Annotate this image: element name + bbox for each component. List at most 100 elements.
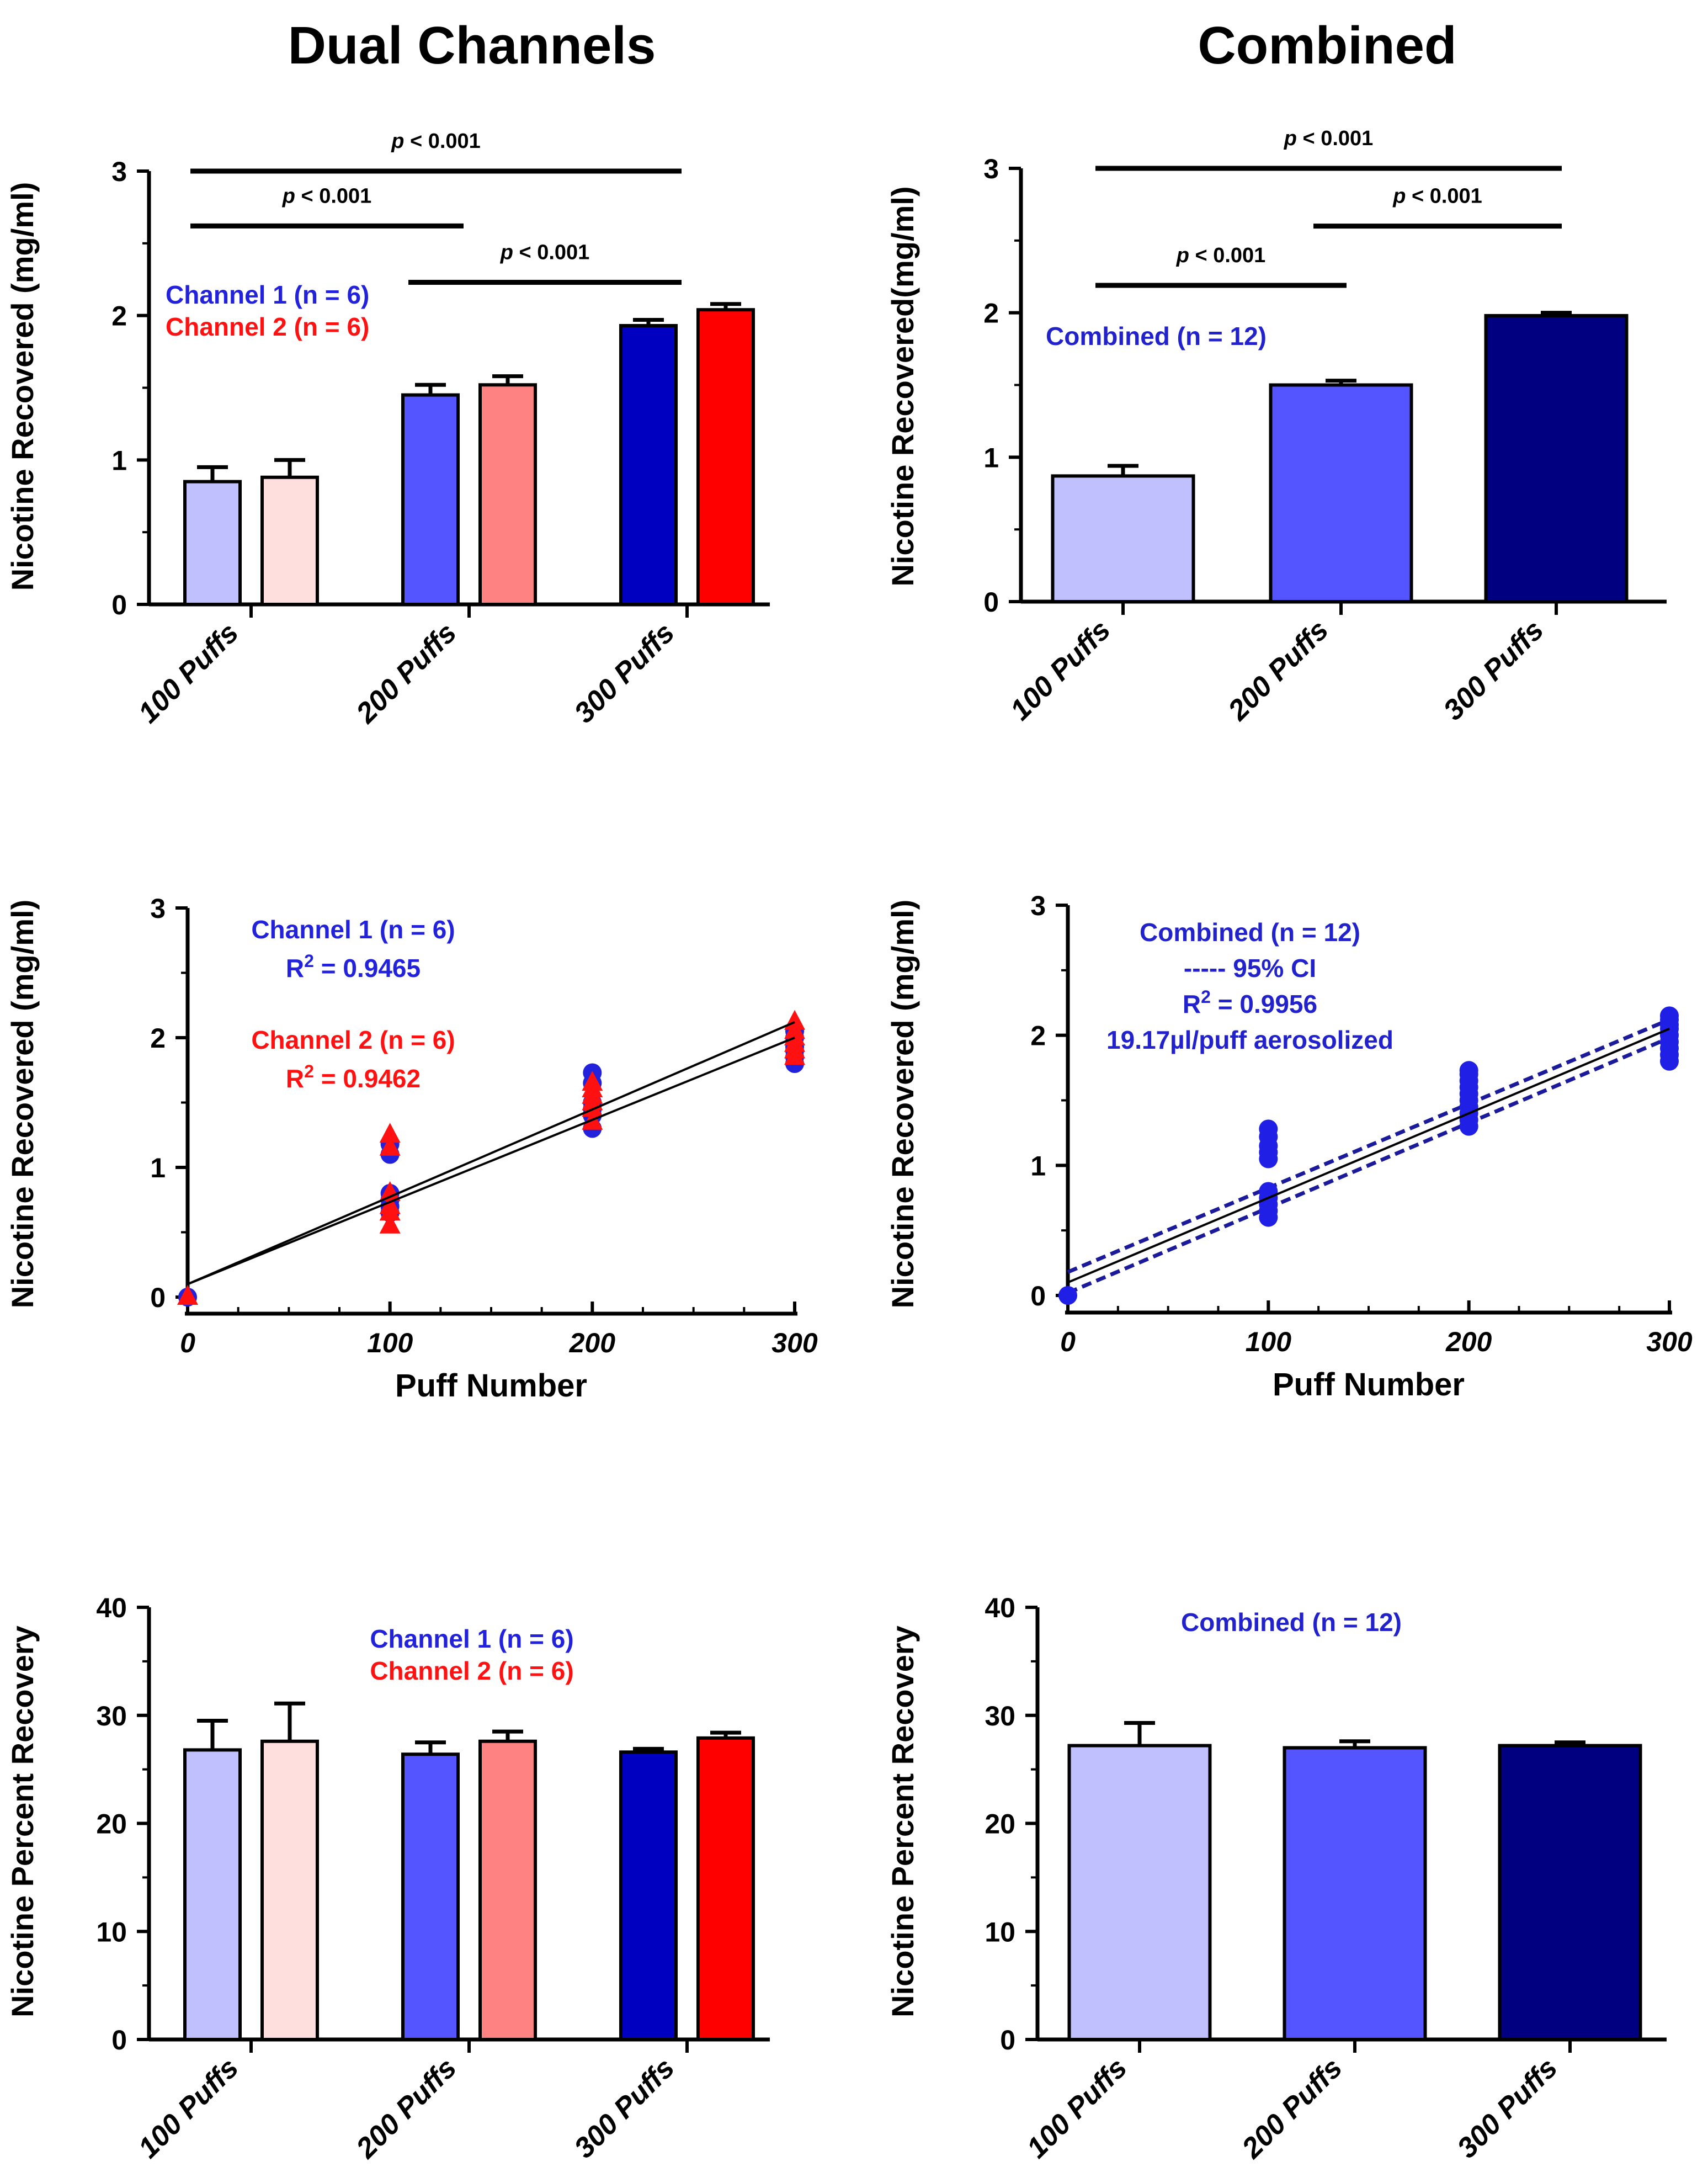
comb_scatter-x-axis-label: Puff Number [1273, 1367, 1465, 1403]
dual_scatter-point-triangle [379, 1213, 401, 1234]
dual_scatter-point-triangle [379, 1181, 401, 1201]
dual_bar_pct-x-tick-label: 100 Puffs [132, 2052, 245, 2164]
comb_bar_pct-y-axis-label: Nicotine Percent Recovery [885, 1626, 920, 2017]
comb_scatter-x-tick-label: 100 [1246, 1326, 1292, 1357]
dual_bar_pct-bar [478, 1739, 537, 2041]
dual_scatter-y-tick-label: 1 [150, 1152, 166, 1183]
comb-scatter-annotation-line: ----- 95% CI [1184, 954, 1316, 982]
comb_bar_pct-x-tick-label: 300 Puffs [1451, 2052, 1564, 2164]
dual_scatter-point-triangle [379, 1123, 401, 1143]
dual-scatter-annotation-line: Channel 1 (n = 6) [251, 915, 455, 944]
dual_bar_pct-bar [183, 1748, 242, 2041]
dual_scatter-point-triangle [582, 1071, 603, 1091]
comb_bar_pct-x-tick-label: 100 Puffs [1021, 2052, 1134, 2164]
dual_scatter-x-tick-label: 100 [367, 1327, 413, 1358]
comb_bar_conc-x-tick-label: 300 Puffs [1438, 614, 1550, 726]
comb_bar_conc-p-value-label: p < 0.001 [1392, 185, 1482, 208]
comb_bar_pct-bar [1283, 1746, 1427, 2042]
dual_scatter-x-tick-label: 0 [180, 1327, 195, 1358]
dual_bar_pct-y-tick-label: 20 [96, 1809, 127, 1840]
dual_bar_conc-x-tick-label: 100 Puffs [132, 617, 245, 729]
dual_bar_pct-y-tick-label: 40 [96, 1592, 127, 1623]
comb_bar_conc-p-value-label: p < 0.001 [1176, 244, 1266, 267]
dual-bar-pct-legend-item: Channel 1 (n = 6) [370, 1624, 573, 1653]
dual_scatter-y-tick-label: 0 [150, 1282, 166, 1313]
dual-scatter-r2-label: R2 = 0.9465 [286, 951, 421, 982]
dual_bar_pct-bar [260, 1739, 319, 2041]
comb_scatter-y-tick-label: 3 [1030, 890, 1046, 921]
comb-bar-pct-legend-item: Combined (n = 12) [1181, 1608, 1402, 1637]
comb_bar_conc-y-tick-label: 1 [983, 442, 999, 473]
comb_bar_pct-y-tick-label: 0 [1000, 2025, 1015, 2055]
comb_scatter-point-circle [1459, 1061, 1478, 1080]
dual_bar_pct-x-tick-label: 300 Puffs [568, 2052, 681, 2164]
comb_bar_conc-p-value-label: p < 0.001 [1284, 127, 1374, 150]
dual_scatter-point-triangle [379, 1135, 401, 1156]
dual_scatter-y-tick-label: 2 [150, 1023, 166, 1054]
dual_scatter-y-axis-label: Nicotine Recovered (mg/ml) [5, 900, 40, 1309]
dual_bar_pct-bar [401, 1752, 460, 2041]
comb-scatter-r2-label: R2 = 0.9956 [1183, 987, 1317, 1018]
comb_scatter-x-tick-label: 0 [1060, 1326, 1076, 1357]
dual_scatter-y-tick-label: 3 [150, 893, 166, 924]
dual-bar-conc-legend-item: Channel 2 (n = 6) [166, 312, 369, 341]
dual_bar_conc-bar [183, 480, 242, 606]
comb_scatter-x-tick-label: 200 [1445, 1326, 1492, 1357]
dual_bar_conc-x-tick-label: 300 Puffs [568, 617, 681, 729]
dual_bar_conc-x-tick-label: 200 Puffs [350, 617, 463, 730]
dual_bar_pct-y-axis-label: Nicotine Percent Recovery [5, 1626, 40, 2017]
comb_bar_conc-bar [1051, 474, 1195, 603]
dual_bar_pct-y-tick-label: 0 [111, 2025, 127, 2055]
dual_bar_conc-p-value-label: p < 0.001 [391, 130, 481, 153]
dual_bar_conc-y-axis-label: Nicotine Recovered (mg/ml) [5, 182, 40, 591]
comb-scatter-annotation-line: 19.17µl/puff aerosolized [1106, 1026, 1393, 1054]
comb_scatter-y-axis-label: Nicotine Recovered (mg/ml) [885, 900, 920, 1309]
comb_scatter-y-tick-label: 2 [1030, 1021, 1046, 1051]
dual_bar_conc-bar [478, 383, 537, 606]
comb_bar_pct-bar [1067, 1744, 1212, 2042]
dual_bar_conc-bar [401, 393, 460, 606]
dual_bar_pct-bar [619, 1750, 678, 2041]
comb_bar_conc-y-tick-label: 2 [983, 298, 999, 329]
dual_bar_conc-p-value-label: p < 0.001 [500, 241, 590, 264]
dual_scatter-x-axis-label: Puff Number [395, 1368, 587, 1404]
comb_bar_conc-x-tick-label: 100 Puffs [1004, 614, 1117, 726]
dual_scatter-point-triangle [784, 1010, 805, 1030]
comb_bar_pct-y-tick-label: 10 [985, 1916, 1015, 1947]
dual_scatter-fit-line [187, 1037, 795, 1286]
comb-bar-conc-legend-item: Combined (n = 12) [1046, 322, 1267, 350]
comb_scatter-x-tick-label: 300 [1646, 1326, 1693, 1357]
comb_scatter-ci-lower-line [1067, 1036, 1670, 1295]
comb_bar_conc-y-tick-label: 3 [983, 153, 999, 184]
dual_scatter-fit-line [187, 1021, 795, 1286]
dual_bar_conc-bar [696, 308, 755, 606]
comb_bar_pct-y-tick-label: 40 [985, 1592, 1015, 1623]
comb_bar_conc-bar [1269, 383, 1413, 603]
comb_bar_pct-x-tick-label: 200 Puffs [1236, 2052, 1349, 2165]
dual_bar_conc-p-value-label: p < 0.001 [282, 184, 372, 208]
dual_scatter-point-triangle [177, 1285, 198, 1305]
dual_bar_conc-y-tick-label: 2 [111, 301, 127, 332]
dual-bar-conc-legend-item: Channel 1 (n = 6) [166, 280, 369, 309]
dual_bar_conc-y-tick-label: 1 [111, 445, 127, 476]
comb_bar_conc-y-tick-label: 0 [983, 587, 999, 618]
comb_scatter-ci-upper-line [1067, 1018, 1670, 1274]
comb-scatter-annotation-line: Combined (n = 12) [1140, 918, 1360, 947]
dual-bar-pct-legend-item: Channel 2 (n = 6) [370, 1656, 573, 1685]
dual_bar_conc-bar [260, 475, 319, 606]
dual_bar_pct-y-tick-label: 10 [96, 1916, 127, 1947]
comb_scatter-y-tick-label: 1 [1030, 1150, 1046, 1181]
comb_scatter-point-circle [1660, 1006, 1679, 1026]
dual_bar_conc-y-tick-label: 0 [111, 589, 127, 620]
comb_bar_conc-y-axis-label: Nicotine Recovered(mg/ml) [885, 186, 920, 586]
dual_bar_pct-x-tick-label: 200 Puffs [350, 2052, 463, 2165]
title-dual-channels: Dual Channels [288, 16, 656, 75]
dual-scatter-r2-label: R2 = 0.9462 [286, 1061, 421, 1093]
dual-scatter-annotation-line: Channel 2 (n = 6) [251, 1026, 455, 1054]
dual_bar_conc-bar [619, 323, 678, 606]
title-combined: Combined [1198, 16, 1456, 75]
dual_scatter-point-triangle [379, 1194, 401, 1214]
comb_bar_conc-x-tick-label: 200 Puffs [1222, 614, 1335, 727]
comb_scatter-point-circle [1259, 1119, 1278, 1139]
comb_bar_pct-y-tick-label: 20 [985, 1809, 1015, 1840]
